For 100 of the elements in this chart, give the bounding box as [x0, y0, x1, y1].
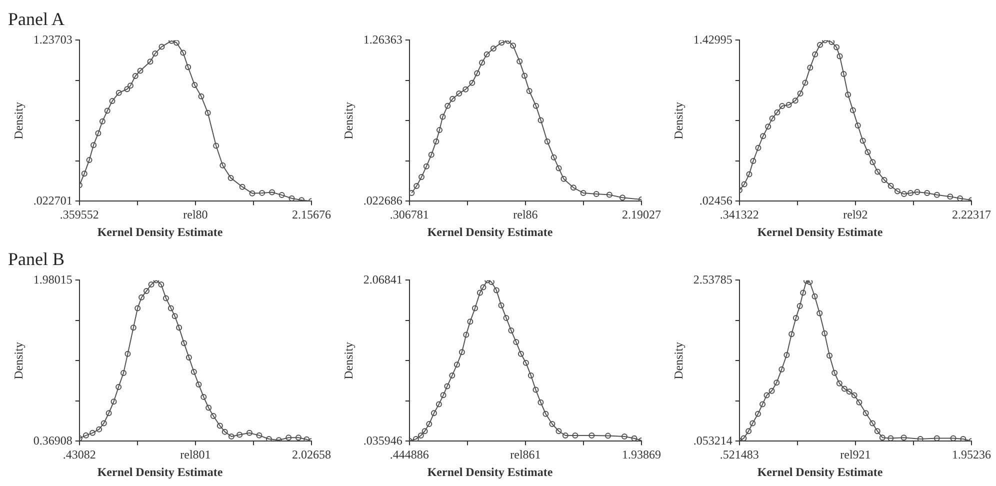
point — [96, 426, 102, 432]
text: Panel B — [8, 249, 64, 269]
point — [216, 422, 223, 429]
point — [908, 190, 914, 196]
point — [522, 360, 529, 366]
point — [266, 436, 272, 442]
point — [488, 280, 494, 285]
point — [143, 288, 150, 294]
point — [436, 401, 442, 408]
point — [467, 318, 474, 325]
point — [774, 109, 780, 116]
point — [900, 434, 907, 441]
point — [588, 432, 595, 438]
point — [869, 420, 876, 426]
point — [755, 144, 762, 151]
point — [740, 435, 747, 442]
point — [152, 50, 158, 56]
point — [845, 92, 852, 98]
point — [570, 184, 576, 191]
y-tick-label: .022701 — [33, 193, 72, 208]
text: Kernel Density Estimate — [427, 464, 554, 479]
point — [490, 45, 496, 52]
point — [518, 350, 524, 357]
x-tick-label: 2.19027 — [622, 208, 661, 222]
point — [510, 42, 516, 49]
point — [147, 58, 154, 65]
point — [172, 313, 178, 320]
point — [409, 190, 415, 196]
point — [474, 70, 480, 76]
point — [185, 64, 192, 70]
point — [116, 384, 122, 390]
point — [116, 90, 122, 96]
point — [162, 295, 169, 302]
point — [841, 386, 848, 392]
point — [544, 138, 550, 144]
point — [760, 401, 766, 408]
point — [228, 174, 234, 181]
text: Kernel Density Estimate — [97, 464, 224, 479]
y-axis-title: Density — [341, 342, 356, 380]
point — [472, 305, 478, 312]
point — [516, 58, 523, 64]
point — [593, 191, 600, 198]
point — [934, 192, 940, 198]
point — [418, 174, 425, 180]
point — [549, 421, 556, 428]
point — [862, 410, 869, 416]
point — [158, 282, 164, 288]
point — [259, 190, 266, 196]
point — [99, 118, 106, 124]
point — [256, 432, 262, 438]
point — [840, 70, 847, 77]
point — [765, 124, 772, 130]
y-tick-label: 1.42995 — [693, 32, 732, 46]
point — [158, 44, 165, 50]
point — [764, 392, 770, 398]
point — [454, 362, 460, 368]
point — [124, 350, 131, 357]
point — [797, 90, 804, 96]
point — [572, 432, 578, 438]
y-tick-label: .035946 — [363, 433, 402, 448]
point — [851, 392, 858, 398]
x-axis-title: rel92 — [843, 207, 868, 222]
point — [532, 102, 539, 109]
point — [538, 117, 544, 124]
point — [120, 370, 126, 376]
point — [901, 191, 908, 198]
point — [127, 82, 134, 89]
x-tick-label: .444886 — [390, 448, 429, 462]
point — [450, 96, 456, 102]
point — [246, 430, 252, 436]
point — [802, 80, 808, 86]
x-tick-label: .359552 — [60, 208, 99, 222]
x-axis-title: rel801 — [180, 447, 211, 462]
point — [198, 93, 204, 100]
y-tick-label: 1.23703 — [33, 32, 72, 46]
point — [109, 98, 116, 104]
point — [606, 192, 612, 198]
point — [750, 158, 756, 164]
point — [138, 294, 145, 300]
point — [741, 181, 748, 188]
point — [960, 436, 966, 442]
y-tick-label: 0.36908 — [33, 433, 72, 448]
point — [562, 432, 568, 438]
point — [132, 73, 138, 79]
y-tick-label: .02456 — [699, 193, 732, 208]
point — [90, 430, 96, 436]
point — [484, 51, 490, 58]
y-tick-label: 2.06841 — [363, 272, 402, 286]
point — [769, 115, 776, 122]
point — [181, 340, 188, 346]
point — [768, 388, 775, 394]
y-axis-title: Density — [671, 342, 686, 380]
point — [422, 428, 428, 434]
point — [834, 44, 840, 50]
point — [836, 53, 843, 60]
point — [806, 280, 813, 286]
x-tick-label: .43082 — [62, 448, 96, 462]
point — [774, 380, 780, 386]
point — [206, 404, 212, 411]
point — [222, 428, 228, 435]
